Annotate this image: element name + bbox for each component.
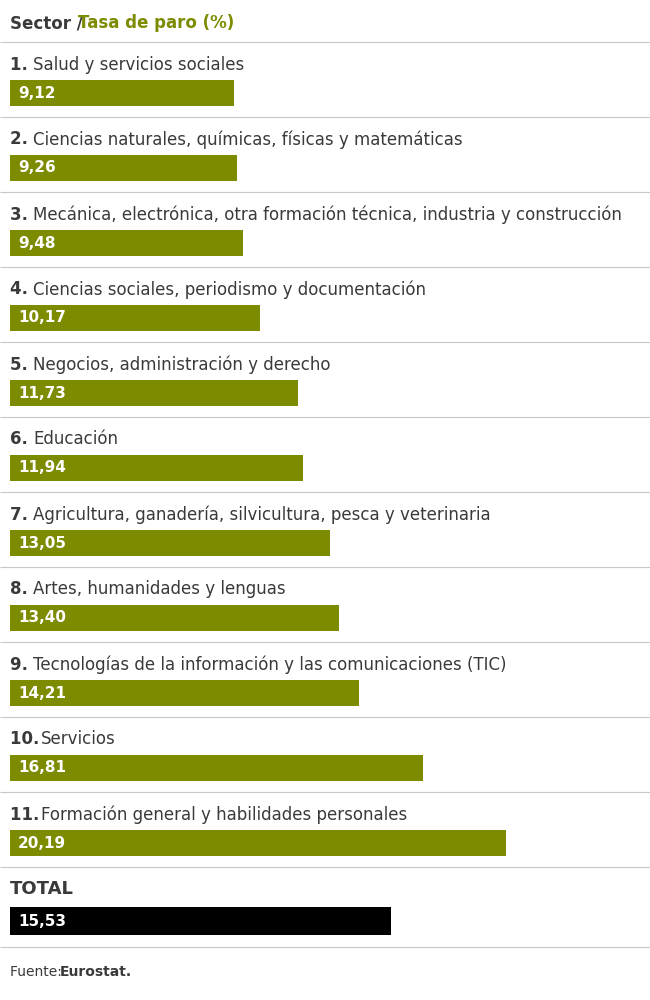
Text: 20,19: 20,19 — [18, 836, 66, 850]
Bar — [10, 830, 506, 856]
Text: 9,12: 9,12 — [18, 86, 55, 101]
Bar — [10, 230, 242, 256]
Text: 1.: 1. — [10, 55, 34, 74]
Text: 5.: 5. — [10, 356, 34, 373]
Text: 10.: 10. — [10, 730, 45, 748]
Text: TOTAL: TOTAL — [10, 880, 74, 898]
Bar — [10, 907, 391, 935]
Text: Tasa de paro (%): Tasa de paro (%) — [77, 14, 234, 32]
Bar — [10, 155, 237, 181]
Bar — [10, 80, 234, 106]
Text: 11.: 11. — [10, 806, 45, 824]
Text: Ciencias sociales, periodismo y documentación: Ciencias sociales, periodismo y document… — [33, 280, 426, 299]
Bar — [10, 605, 339, 631]
Text: Servicios: Servicios — [41, 730, 116, 748]
Bar — [10, 305, 259, 331]
Bar — [10, 530, 330, 556]
Text: 9.: 9. — [10, 656, 34, 674]
Text: Educación: Educación — [33, 430, 118, 448]
Text: Fuente:: Fuente: — [10, 965, 66, 979]
Text: Sector /: Sector / — [10, 14, 88, 32]
Text: 13,40: 13,40 — [18, 610, 66, 626]
Text: 11,73: 11,73 — [18, 385, 66, 400]
Text: 4.: 4. — [10, 280, 34, 298]
Text: 7.: 7. — [10, 506, 34, 524]
Text: 13,05: 13,05 — [18, 536, 66, 550]
Text: Formación general y habilidades personales: Formación general y habilidades personal… — [41, 805, 408, 824]
Text: 16,81: 16,81 — [18, 760, 66, 776]
Text: Eurostat.: Eurostat. — [60, 965, 132, 979]
Text: 10,17: 10,17 — [18, 310, 66, 326]
Bar — [10, 680, 359, 706]
Text: 9,26: 9,26 — [18, 160, 56, 176]
Text: Negocios, administración y derecho: Negocios, administración y derecho — [33, 355, 331, 374]
Text: 11,94: 11,94 — [18, 460, 66, 476]
Text: Ciencias naturales, químicas, físicas y matemáticas: Ciencias naturales, químicas, físicas y … — [33, 130, 463, 149]
Text: Artes, humanidades y lenguas: Artes, humanidades y lenguas — [33, 580, 286, 598]
Text: 15,53: 15,53 — [18, 914, 66, 929]
Text: Mecánica, electrónica, otra formación técnica, industria y construcción: Mecánica, electrónica, otra formación té… — [33, 205, 622, 224]
Text: 3.: 3. — [10, 206, 34, 224]
Text: 14,21: 14,21 — [18, 686, 66, 700]
Text: Salud y servicios sociales: Salud y servicios sociales — [33, 55, 244, 74]
Text: 2.: 2. — [10, 130, 34, 148]
Bar — [10, 455, 303, 481]
Text: 8.: 8. — [10, 580, 34, 598]
Text: Agricultura, ganadería, silvicultura, pesca y veterinaria: Agricultura, ganadería, silvicultura, pe… — [33, 505, 491, 524]
Text: Tecnologías de la información y las comunicaciones (TIC): Tecnologías de la información y las comu… — [33, 655, 507, 674]
Text: 6.: 6. — [10, 430, 34, 448]
Bar — [10, 380, 298, 406]
Bar — [10, 755, 422, 781]
Text: 9,48: 9,48 — [18, 235, 55, 250]
